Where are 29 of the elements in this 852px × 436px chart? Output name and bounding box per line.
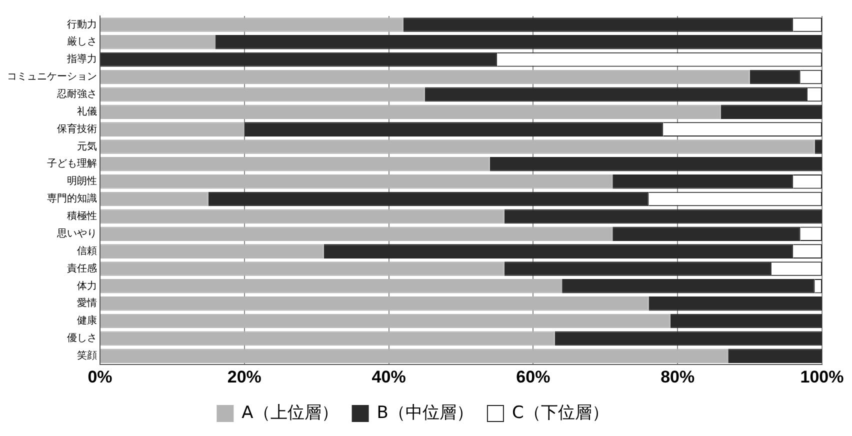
y-tick-label: 信頼	[77, 244, 97, 257]
y-tick-label: 明朗性	[67, 175, 97, 188]
x-tick-label: 80%	[660, 367, 695, 386]
y-tick-label: 行動力	[67, 18, 97, 30]
y-tick-label: 礼儀	[77, 105, 97, 118]
y-tick-label: 思いやり	[56, 228, 97, 240]
x-tick-label: 100%	[800, 367, 844, 386]
y-tick-label: 健康	[77, 314, 97, 327]
y-tick-label: 厳しさ	[67, 36, 97, 48]
y-tick-label: 保育技術	[57, 122, 97, 135]
legend-label: A（上位層）	[242, 402, 338, 423]
y-tick-label: 積極性	[67, 210, 97, 222]
x-tick-label: 20%	[227, 367, 262, 386]
y-tick-label: コミュニケーション	[7, 72, 97, 83]
y-tick-label: 専門的知識	[47, 192, 97, 205]
y-tick-label: 愛情	[77, 297, 97, 310]
y-tick-label: 優しさ	[67, 333, 97, 344]
y-tick-label: 忍耐強さ	[56, 88, 97, 100]
x-tick-label: 40%	[372, 367, 406, 386]
y-tick-label: 笑顔	[77, 349, 97, 362]
y-tick-label: 体力	[77, 280, 97, 292]
y-tick-label: 指導力	[66, 53, 97, 66]
y-tick-label: 責任感	[67, 262, 97, 274]
y-tick-label: 元気	[77, 141, 97, 152]
legend-label: B（中位層）	[376, 402, 474, 423]
x-tick-label: 0%	[88, 367, 112, 386]
x-tick-label: 60%	[516, 367, 550, 386]
legend-label: C（下位層）	[512, 402, 609, 423]
y-tick-label: 子ども理解	[47, 158, 97, 170]
